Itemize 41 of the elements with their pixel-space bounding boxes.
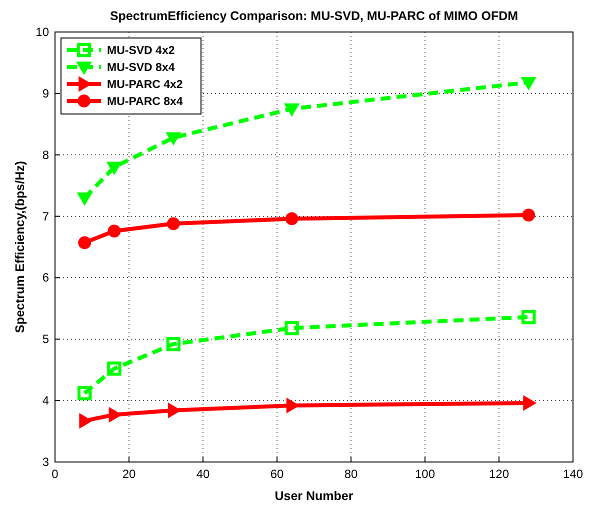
point [78, 386, 92, 400]
y-tick-label: 4 [42, 394, 50, 408]
point [166, 336, 180, 352]
point [522, 310, 536, 324]
point [284, 103, 300, 116]
legend-label: MU-PARC 8x4 [107, 96, 184, 108]
point [285, 212, 298, 226]
point [166, 217, 180, 230]
y-tick-label: 3 [42, 455, 50, 469]
y-tick-label: 8 [42, 148, 50, 162]
y-tick-label: 5 [42, 332, 50, 346]
x-tick-label: 40 [196, 467, 210, 481]
x-tick-label: 0 [52, 467, 59, 481]
y-tick-label: 10 [36, 25, 50, 39]
point [523, 396, 536, 411]
y-tick-label: 6 [42, 270, 50, 285]
point [106, 162, 122, 175]
x-tick-label: 80 [344, 467, 358, 481]
legend-label: MU-PARC 4x2 [107, 79, 183, 91]
legend-label: MU-SVD 8x4 [107, 62, 176, 74]
y-tick-label: 9 [42, 86, 50, 100]
point [77, 192, 92, 206]
point [79, 413, 92, 428]
point [522, 208, 536, 222]
legend-label: MU-SVD 4x2 [107, 45, 175, 57]
point [78, 236, 92, 250]
point [166, 132, 181, 146]
y-axis-title: Spectrum Efficiency,(bps/Hz) [13, 160, 27, 334]
x-axis-title: User Number [274, 489, 354, 503]
point [107, 362, 122, 376]
x-tick-label: 60 [270, 467, 284, 481]
x-tick-label: 140 [562, 467, 584, 481]
x-tick-label: 20 [122, 467, 136, 481]
x-tick-label: 100 [414, 467, 436, 481]
chart-title: SpectrumEfficiency Comparison: MU-SVD, MU-PARC of MIMO OFDM [110, 9, 518, 23]
x-tick-label: 120 [488, 467, 510, 481]
point [521, 76, 536, 90]
y-tick-label: 7 [42, 209, 50, 224]
point [108, 224, 121, 238]
point [108, 407, 122, 422]
point [284, 320, 299, 336]
